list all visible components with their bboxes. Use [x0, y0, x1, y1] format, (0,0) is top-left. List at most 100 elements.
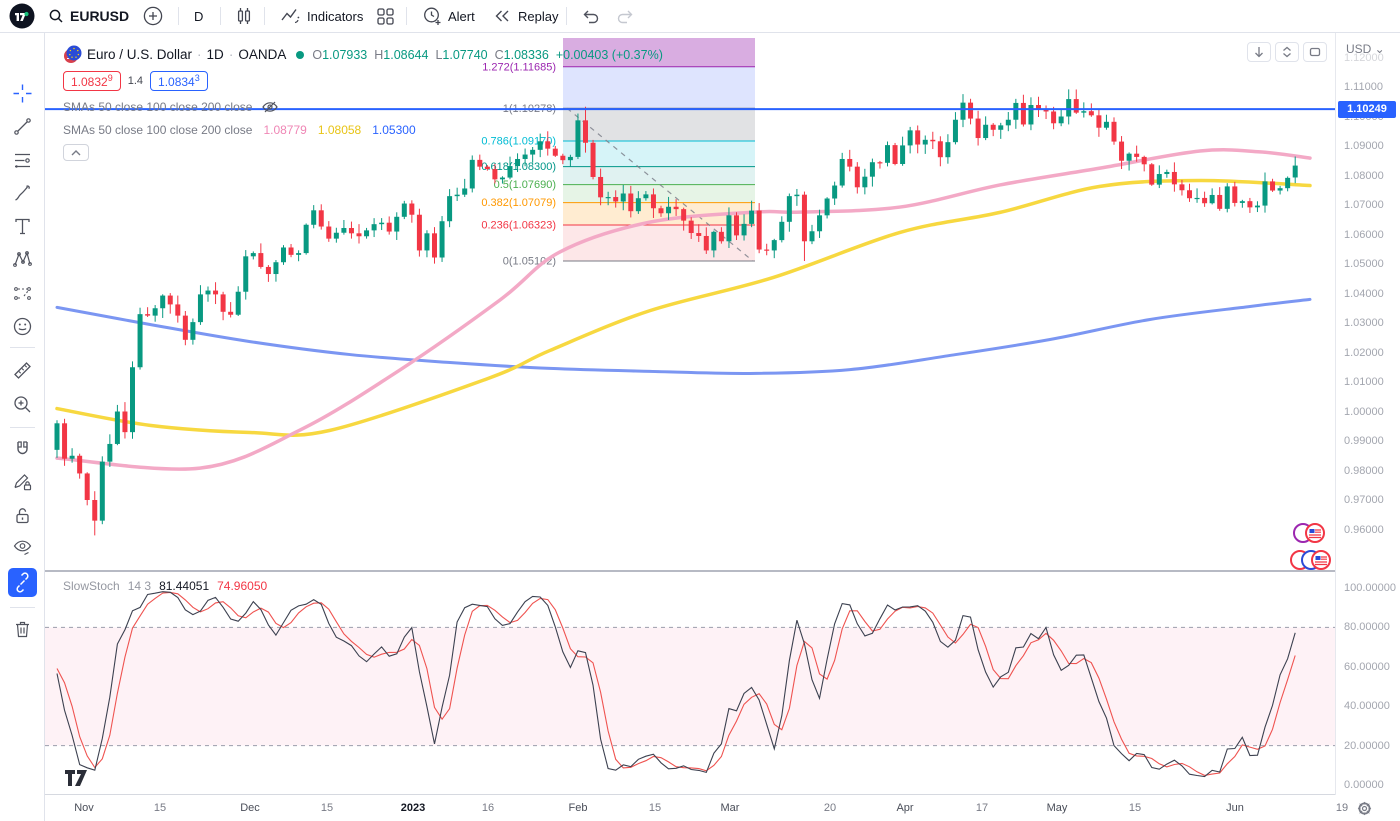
maximize-pane-button[interactable] [1303, 42, 1327, 62]
sma50-value: 1.08779 [263, 122, 307, 137]
tradingview-logo-icon [9, 3, 35, 29]
time-tick: 15 [648, 802, 662, 814]
sync-drawings-tool[interactable] [8, 568, 37, 597]
lock-drawings-tool[interactable] [8, 501, 37, 530]
time-axis-settings[interactable] [1357, 801, 1372, 816]
time-axis[interactable]: Nov 15 Dec 15 2023 16 Feb 15 Mar 20 Apr 17 May 15 Jun 1… [45, 795, 1400, 821]
drawing-toolbar [0, 33, 45, 821]
price-tick: 0.98000 [1344, 464, 1384, 477]
remove-drawings-tool[interactable] [8, 615, 37, 644]
symbol-search[interactable]: EURUSD [48, 0, 129, 32]
legend-collapse-button[interactable] [63, 144, 89, 161]
collapse-pane-button[interactable] [1275, 42, 1299, 62]
change-value: +0.00403 (+0.37%) [555, 47, 663, 62]
collapse-icon [1283, 46, 1291, 58]
stoch-tick: 80.00000 [1344, 621, 1390, 634]
buy-button[interactable]: 1.08343 [150, 71, 208, 91]
zoom-in-tool[interactable] [8, 390, 37, 419]
stoch-title[interactable]: SlowStoch [63, 579, 120, 593]
replay-icon [495, 10, 509, 22]
text-icon [15, 218, 30, 235]
time-tick: 17 [975, 802, 989, 814]
tradingview-watermark [65, 770, 87, 786]
time-tick: Jun [1226, 802, 1244, 814]
symbol-title[interactable]: Euro / U.S. Dollar [87, 47, 193, 62]
maximize-icon [1309, 47, 1321, 57]
arrow-down-icon [1255, 47, 1263, 58]
time-tick: 16 [481, 802, 495, 814]
time-tick: 19 [1335, 802, 1349, 814]
layout-grid-button[interactable] [376, 0, 395, 32]
symbol-legend-row[interactable]: Euro / U.S. Dollar · 1D · OANDA O1.07933… [63, 44, 663, 65]
toolbar-divider [406, 7, 407, 25]
legend-separator: · [197, 47, 202, 62]
main-chart-canvas[interactable]: 1.272(1.11685)1(1.10278)0.786(1.09170)0.… [45, 33, 1336, 572]
market-status-dot [296, 50, 305, 59]
stochastic-pane-canvas[interactable] [45, 572, 1336, 795]
timeframe-label[interactable]: 1D [206, 47, 224, 62]
redo-button[interactable] [614, 0, 636, 32]
hide-drawings-tool[interactable] [8, 533, 37, 562]
measure-tool[interactable] [8, 356, 37, 385]
price-tick: 1.05000 [1344, 258, 1384, 270]
stoch-tick: 0.00000 [1344, 779, 1384, 791]
price-tick: 1.11000 [1344, 81, 1383, 93]
drawing-edit-lock-tool[interactable] [8, 468, 37, 497]
projection-tool[interactable] [8, 279, 37, 308]
brush-tool[interactable] [8, 179, 37, 208]
svg-text:0.618(1.08300): 0.618(1.08300) [481, 161, 556, 173]
event-icon-group-1 [1293, 523, 1325, 543]
time-tick: 20 [823, 802, 837, 814]
sma100-value: 1.08058 [317, 122, 362, 137]
svg-text:1.272(1.11685): 1.272(1.11685) [482, 61, 556, 73]
magnet-tool[interactable] [8, 435, 37, 464]
sma-hidden-legend-row[interactable]: SMAs 50 close 100 close 200 close [63, 98, 663, 115]
chart-legend: Euro / U.S. Dollar · 1D · OANDA O1.07933… [63, 44, 663, 161]
time-tick: 15 [153, 802, 167, 814]
emoji-tool[interactable] [8, 312, 37, 341]
ohlc-low: L1.07740 [435, 47, 488, 62]
replay-button[interactable]: Replay [492, 0, 558, 32]
xabcd-pattern-icon [13, 251, 32, 267]
crosshair-tool[interactable] [8, 79, 37, 108]
currency-dropdown[interactable]: USD ⌄ [1346, 42, 1385, 56]
price-axis-divider [1335, 33, 1336, 795]
indicators-button[interactable]: Indicators [280, 0, 363, 32]
text-tool[interactable] [8, 212, 37, 241]
fib-retracement-tool[interactable] [8, 146, 37, 175]
add-symbol-button[interactable] [143, 0, 163, 32]
alert-button[interactable]: Alert [422, 0, 475, 32]
eye-off-icon[interactable] [261, 99, 279, 115]
undo-icon [583, 10, 599, 24]
time-axis-divider [45, 794, 1400, 795]
crosshair-icon [13, 84, 32, 103]
symbol-search-label: EURUSD [70, 8, 130, 24]
horizontal-line-price-label[interactable]: 1.10249 [1338, 100, 1396, 118]
xabcd-pattern-tool[interactable] [8, 245, 37, 274]
sma-legend-row[interactable]: SMAs 50 close 100 close 200 close 1.0877… [63, 121, 663, 138]
move-pane-down-button[interactable] [1247, 42, 1271, 62]
price-axis[interactable]: USD ⌄ 1.120001.110001.100001.090001.0800… [1336, 33, 1400, 795]
tradingview-logo[interactable] [9, 0, 35, 32]
time-tick: Feb [568, 802, 588, 814]
svg-text:0.786(1.09170): 0.786(1.09170) [481, 135, 556, 147]
chart-style-button[interactable] [234, 0, 254, 32]
fib-retracement-icon [15, 153, 30, 168]
brush-icon [15, 185, 30, 201]
chevron-up-icon [71, 149, 81, 155]
time-tick: 15 [320, 802, 334, 814]
pane-divider[interactable] [45, 570, 1400, 572]
economic-event-icons[interactable] [1288, 520, 1338, 574]
zoom-in-icon [14, 396, 31, 413]
legend-separator: · [228, 47, 234, 62]
search-icon [49, 9, 63, 23]
sell-button[interactable]: 1.08329 [63, 71, 121, 91]
interval-button[interactable]: D [194, 0, 203, 32]
link-icon [16, 572, 29, 593]
stoch-tick: 60.00000 [1344, 660, 1390, 673]
price-tick: 0.96000 [1344, 523, 1384, 536]
top-toolbar: EURUSD D Indicators [0, 0, 1400, 33]
undo-button[interactable] [580, 0, 602, 32]
exchange-label[interactable]: OANDA [238, 47, 287, 62]
trend-line-tool[interactable] [8, 112, 37, 141]
